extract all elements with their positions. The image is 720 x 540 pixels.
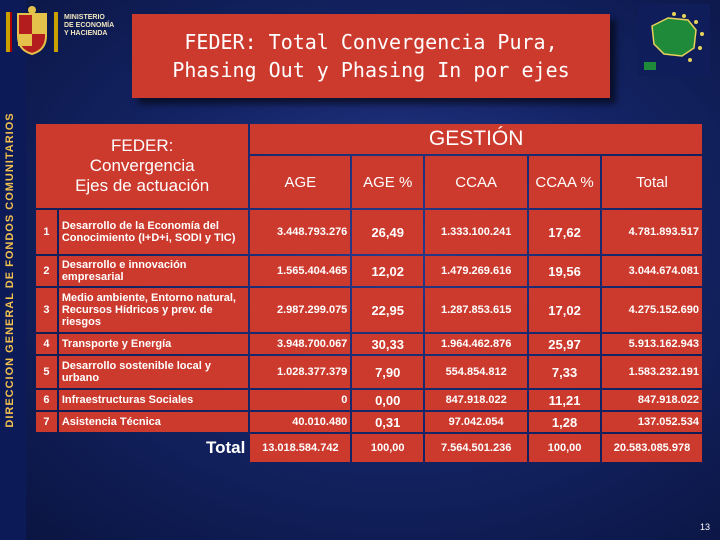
total-value: 1.583.232.191 [601,356,702,388]
gestion-header: GESTIÓN [250,124,702,154]
total-ccaa-pct-value: 100,00 [529,434,600,462]
table-row: 7 Asistencia Técnica 40.010.480 0,31 97.… [36,412,702,432]
ccaa-value: 1.479.269.616 [425,256,528,286]
grand-total-value: 20.583.085.978 [601,434,702,462]
age-value: 1.565.404.465 [250,256,351,286]
table-row: 6 Infraestructuras Sociales 0 0,00 847.9… [36,390,702,410]
age-value: 2.987.299.075 [250,288,351,332]
title-box: FEDER: Total Convergencia Pura, Phasing … [132,14,610,98]
page-number: 13 [699,522,710,532]
total-ccaa-value: 7.564.501.236 [425,434,528,462]
ccaa-pct-value: 1,28 [529,412,600,432]
coat-of-arms-icon [6,6,58,56]
axis-label: Desarrollo de la Economía del Conocimien… [58,210,249,254]
age-pct-value: 0,31 [352,412,424,432]
axis-label: Desarrollo e innovación empresarial [58,256,249,286]
col-header-total: Total [601,156,702,208]
table-row: 5 Desarrollo sostenible local y urbano 1… [36,356,702,388]
ejes-header: FEDER: Convergencia Ejes de actuación [36,124,249,208]
total-row: Total 13.018.584.742 100,00 7.564.501.23… [36,434,702,462]
age-pct-value: 12,02 [352,256,424,286]
col-header-age-pct: AGE % [352,156,424,208]
total-value: 4.781.893.517 [601,210,702,254]
col-header-ccaa: CCAA [425,156,528,208]
total-value: 137.052.534 [601,412,702,432]
table-row: 3 Medio ambiente, Entorno natural, Recur… [36,288,702,332]
row-number: 7 [36,412,57,432]
ministry-name: MINISTERIO DE ECONOMÍA Y HACIENDA [64,14,115,37]
age-pct-value: 30,33 [352,334,424,354]
age-pct-value: 26,49 [352,210,424,254]
total-age-value: 13.018.584.742 [250,434,351,462]
row-number: 4 [36,334,57,354]
ccaa-pct-value: 19,56 [529,256,600,286]
table-row: 2 Desarrollo e innovación empresarial 1.… [36,256,702,286]
total-value: 4.275.152.690 [601,288,702,332]
axis-label: Desarrollo sostenible local y urbano [58,356,249,388]
sidebar: DIRECCION GENERAL DE FONDOS COMUNITARIOS [0,0,26,540]
total-label: Total [205,438,246,457]
age-pct-value: 7,90 [352,356,424,388]
axis-label: Transporte y Energía [58,334,249,354]
age-value: 3.448.793.276 [250,210,351,254]
ccaa-value: 97.042.054 [425,412,528,432]
total-value: 847.918.022 [601,390,702,410]
col-header-age: AGE [250,156,351,208]
total-value: 3.044.674.081 [601,256,702,286]
ccaa-pct-value: 7,33 [529,356,600,388]
row-number: 2 [36,256,57,286]
table-row: 4 Transporte y Energía 3.948.700.067 30,… [36,334,702,354]
age-value: 1.028.377.379 [250,356,351,388]
age-value: 3.948.700.067 [250,334,351,354]
age-pct-value: 0,00 [352,390,424,410]
row-number: 5 [36,356,57,388]
axis-label: Infraestructuras Sociales [58,390,249,410]
row-number: 6 [36,390,57,410]
ccaa-value: 554.854.812 [425,356,528,388]
sidebar-label: DIRECCION GENERAL DE FONDOS COMUNITARIOS [4,112,16,428]
ccaa-pct-value: 17,62 [529,210,600,254]
ccaa-pct-value: 25,97 [529,334,600,354]
ccaa-pct-value: 17,02 [529,288,600,332]
row-number: 3 [36,288,57,332]
age-value: 0 [250,390,351,410]
ccaa-value: 847.918.022 [425,390,528,410]
total-value: 5.913.162.943 [601,334,702,354]
data-table: FEDER: Convergencia Ejes de actuación GE… [34,122,704,464]
col-header-ccaa-pct: CCAA % [529,156,600,208]
ccaa-pct-value: 11,21 [529,390,600,410]
spain-map-icon [638,4,710,76]
ccaa-value: 1.964.462.876 [425,334,528,354]
total-age-pct-value: 100,00 [352,434,424,462]
age-value: 40.010.480 [250,412,351,432]
axis-label: Asistencia Técnica [58,412,249,432]
axis-label: Medio ambiente, Entorno natural, Recurso… [58,288,249,332]
age-pct-value: 22,95 [352,288,424,332]
title-line-2: Phasing Out y Phasing In por ejes [172,58,570,82]
ccaa-value: 1.333.100.241 [425,210,528,254]
row-number: 1 [36,210,57,254]
ccaa-value: 1.287.853.615 [425,288,528,332]
title-line-1: FEDER: Total Convergencia Pura, [184,30,558,54]
table-row: 1 Desarrollo de la Economía del Conocimi… [36,210,702,254]
